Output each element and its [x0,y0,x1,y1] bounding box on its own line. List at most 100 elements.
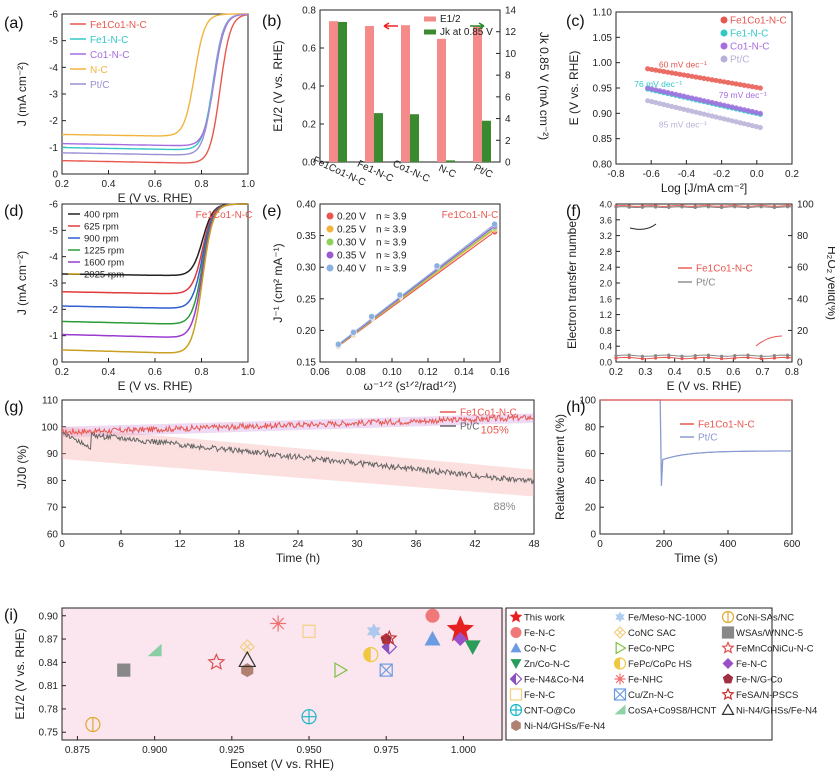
y-tick-label: 40 [797,294,809,305]
y-tick-label: -5 [49,226,58,237]
legend-label: Co1-N-C [730,42,769,53]
data-point [706,353,711,357]
x-tick-label: 0.4 [102,367,116,378]
y-tick-label: 0.90 [39,611,59,622]
x-axis-label: Log [J/mA cm⁻²] [661,181,747,195]
x-axis-label: Eonset (V vs. RHE) [230,757,334,771]
legend-label: N-C [90,65,108,76]
data-point [706,355,711,360]
marker-cross [379,663,393,677]
marker-circle [510,627,522,638]
data-point [706,205,711,209]
legend-label: 625 rpm [84,222,119,233]
marker-diamond [722,658,734,669]
data-point [705,112,711,118]
panel-c: -0.8 -0.6 -0.4 -0.2 0.0 0.2 0.80 0.85 0.90 0.95 1.… [567,8,799,196]
data-point [745,108,751,114]
legend-label: Zn/Co-N-C [524,659,570,670]
legend-value: n ≈ 3.9 [376,251,407,262]
marker-star-outline [721,640,735,654]
data-point [709,113,715,119]
x-tick-label: 1.000 [451,745,476,756]
x-tick-label: 0.0 [750,169,764,180]
trend-band [62,426,534,497]
marker-triangle [424,631,441,646]
data-point [653,99,659,106]
legend-label: Fe-N4&Co-N4 [524,675,584,686]
x-axis-label: E (V vs. RHE) [118,379,193,393]
x-tick-label: 0.950 [297,745,322,756]
legend-label: CoSA+Co9S8/HCNT [628,706,717,717]
y-tick-label: 0.8 [302,6,316,17]
data-point [759,357,763,361]
data-point [725,103,731,109]
y-axis-label: H₂O₂ yeild(%) [825,246,835,320]
data-point [717,115,723,121]
data-point [733,205,737,209]
marker-pentagon [722,673,734,684]
plot-frame [61,607,503,741]
marker-diamond [613,626,627,639]
y-tick-label: 2 [505,136,511,147]
y-tick-label: 0 [52,358,58,369]
data-point [753,123,759,130]
legend-label: 0.40 V [337,264,366,275]
data-point [720,357,724,361]
x-tick-label: 6 [118,539,124,550]
y-tick-label: 80 [797,231,809,242]
legend-label: Jk at 0.85 V [440,27,493,38]
panel-label: (b) [262,13,282,30]
x-tick-label: 0.12 [418,367,438,378]
legend-label: Fe1-N-C [730,29,768,40]
y-tick-label: 60 [797,263,809,274]
marker-square [302,624,316,638]
fit-line [337,225,495,346]
data-point [697,110,703,116]
category-label: Pt/C [472,163,494,181]
legend-label: FeCo-NPC [628,644,675,655]
data-point [713,100,719,106]
legend-marker [326,225,334,233]
x-axis-label: Time (h) [276,551,320,565]
legend-label: Pt/C [696,278,715,289]
data-point [693,109,699,115]
legend-label: Fe-N-C [736,659,767,670]
data-point [685,94,691,100]
data-point [741,121,747,127]
arrow-left-icon [629,223,657,230]
data-point [689,73,695,79]
data-point [721,79,727,85]
x-tick-label: 0.6 [148,179,162,190]
data-point [693,96,699,102]
x-axis-label: ω⁻¹ᐟ² (s¹ᐟ²/rad¹ᐟ²) [364,379,457,393]
data-point [653,87,659,93]
marker-cross [616,629,624,636]
data-point [746,353,750,357]
trend-band [62,413,534,438]
panel-label: (e) [262,203,282,220]
y-tick-label: 80 [47,476,59,487]
legend-label: 1600 rpm [84,258,124,269]
data-point [737,81,743,88]
legend-label: Fe1Co1-N-C [696,264,753,275]
data-point [654,354,658,358]
marker-cross [510,704,522,716]
legend-marker [326,212,334,220]
data-point [627,355,631,360]
legend-value: n ≈ 3.9 [376,264,407,275]
x-tick-label: 0.10 [382,367,402,378]
data-point [669,70,675,76]
marker-triangle-right [334,662,349,679]
marker-square [613,688,627,701]
legend-label: This work [524,613,565,624]
y-tick-label: 40 [585,476,597,487]
data-point [786,205,790,209]
legend-label: Pt/C [730,55,749,66]
data-point [729,104,735,110]
data-point [649,86,655,92]
x-tick-label: 48 [528,539,540,550]
data-point [667,355,671,360]
y-tick-label: 0.80 [593,160,613,171]
y-tick-label: 0.84 [39,658,59,669]
x-tick-label: 0.4 [102,179,116,190]
